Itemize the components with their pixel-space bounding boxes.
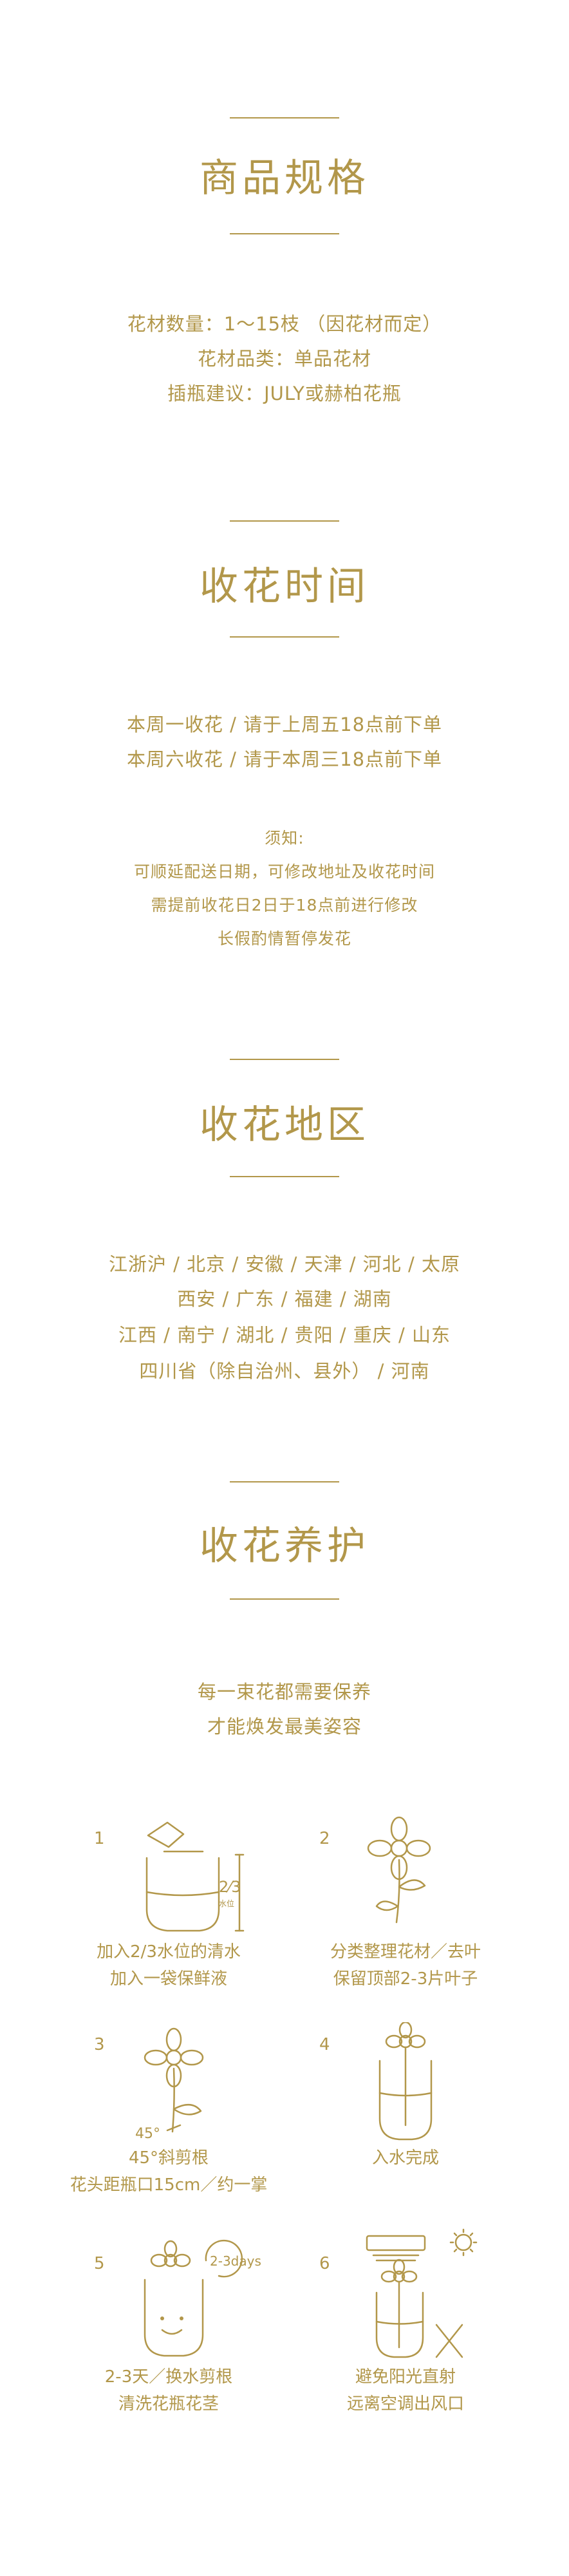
notice-line: 可顺延配送日期，可修改地址及收花时间: [133, 862, 435, 881]
section-title-receive-time: 收花时间: [200, 564, 369, 609]
water-level-unit: 水位: [219, 1899, 234, 1908]
care-intro-line: 每一束花都需要保养: [197, 1681, 371, 1703]
vase-water-icon: 2⁄3 水位: [145, 1821, 245, 1932]
title-rule-top: [230, 1481, 339, 1482]
title-rule-bottom: [230, 1176, 339, 1177]
vase-refresh-icon: 2-3days: [144, 2239, 261, 2357]
step-caption: 避免阳光直射 远离空调出风口: [283, 2363, 528, 2418]
step-caption-line: 保留顶部2-3片叶子: [333, 1969, 478, 1989]
step-number: 1: [94, 1829, 105, 1848]
step-caption-line: 2-3天／换水剪根: [104, 2367, 233, 2387]
step-caption-line: 加入一袋保鲜液: [109, 1969, 227, 1989]
area-line: 四川省（除自治州、县外） / 河南: [139, 1360, 430, 1382]
area-line: 江浙沪 / 北京 / 安徽 / 天津 / 河北 / 太原: [108, 1253, 461, 1275]
title-rule-top: [230, 117, 339, 118]
step-caption-line: 避免阳光直射: [355, 2367, 456, 2387]
angle-label: 45°: [135, 2126, 160, 2142]
notice-heading: 须知:: [265, 829, 304, 848]
step-number: 4: [319, 2035, 330, 2054]
step-caption-line: 加入2/3水位的清水: [97, 1942, 241, 1962]
step-number: 3: [94, 2035, 105, 2054]
title-rule-bottom: [230, 636, 339, 638]
section-title-care: 收花养护: [200, 1524, 369, 1569]
step-caption: 45°斜剪根 花头距瓶口15cm／约一掌: [46, 2145, 291, 2199]
section-title-receive-area: 收花地区: [200, 1103, 369, 1148]
step-caption: 加入2/3水位的清水 加入一袋保鲜液: [46, 1938, 291, 1993]
title-rule-top: [230, 1059, 339, 1060]
flower-in-vase-icon: [378, 2022, 433, 2141]
area-line: 西安 / 广东 / 福建 / 湖南: [177, 1288, 392, 1310]
care-intro-line: 才能焕发最美姿容: [207, 1716, 362, 1738]
area-line: 江西 / 南宁 / 湖北 / 贵阳 / 重庆 / 山东: [118, 1324, 451, 1346]
step-caption-line: 分类整理花材／去叶: [330, 1942, 481, 1962]
step-number: 2: [319, 1829, 330, 1848]
step-number: 6: [319, 2254, 330, 2273]
step-caption-line: 45°斜剪根: [128, 2148, 209, 2168]
step-number: 5: [94, 2254, 105, 2273]
step-caption: 2-3天／换水剪根 清洗花瓶花茎: [46, 2363, 291, 2418]
step-caption: 分类整理花材／去叶 保留顶部2-3片叶子: [283, 1938, 528, 1993]
flower-leaves-icon: [367, 1816, 431, 1924]
spec-line: 花材数量：1～15枝 （因花材而定）: [127, 313, 442, 335]
step-caption-line: 清洗花瓶花茎: [118, 2394, 219, 2414]
title-rule-bottom: [230, 233, 339, 234]
water-level-label: 2⁄3: [219, 1878, 241, 1896]
flower-cut-icon: 45°: [135, 2027, 204, 2142]
step-caption-line: 入水完成: [371, 2148, 439, 2168]
title-rule-top: [230, 520, 339, 522]
step-caption-line: 花头距瓶口15cm／约一掌: [70, 2175, 268, 2195]
notice-line: 需提前收花日2日于18点前进行修改: [151, 896, 418, 914]
step-caption-line: 远离空调出风口: [346, 2394, 464, 2414]
notice-line: 长假酌情暂停发花: [217, 929, 351, 948]
receive-time-line: 本周六收花 / 请于本周三18点前下单: [126, 748, 443, 770]
title-rule-bottom: [230, 1598, 339, 1600]
spec-line: 插瓶建议：JULY或赫柏花瓶: [167, 383, 402, 404]
step-caption: 入水完成: [283, 2145, 528, 2172]
spec-line: 花材品类：单品花材: [197, 348, 371, 370]
section-title-spec: 商品规格: [200, 156, 369, 201]
receive-time-line: 本周一收花 / 请于上周五18点前下单: [126, 714, 443, 735]
avoid-sun-ac-icon: [366, 2228, 478, 2358]
days-label: 2-3days: [210, 2253, 261, 2269]
